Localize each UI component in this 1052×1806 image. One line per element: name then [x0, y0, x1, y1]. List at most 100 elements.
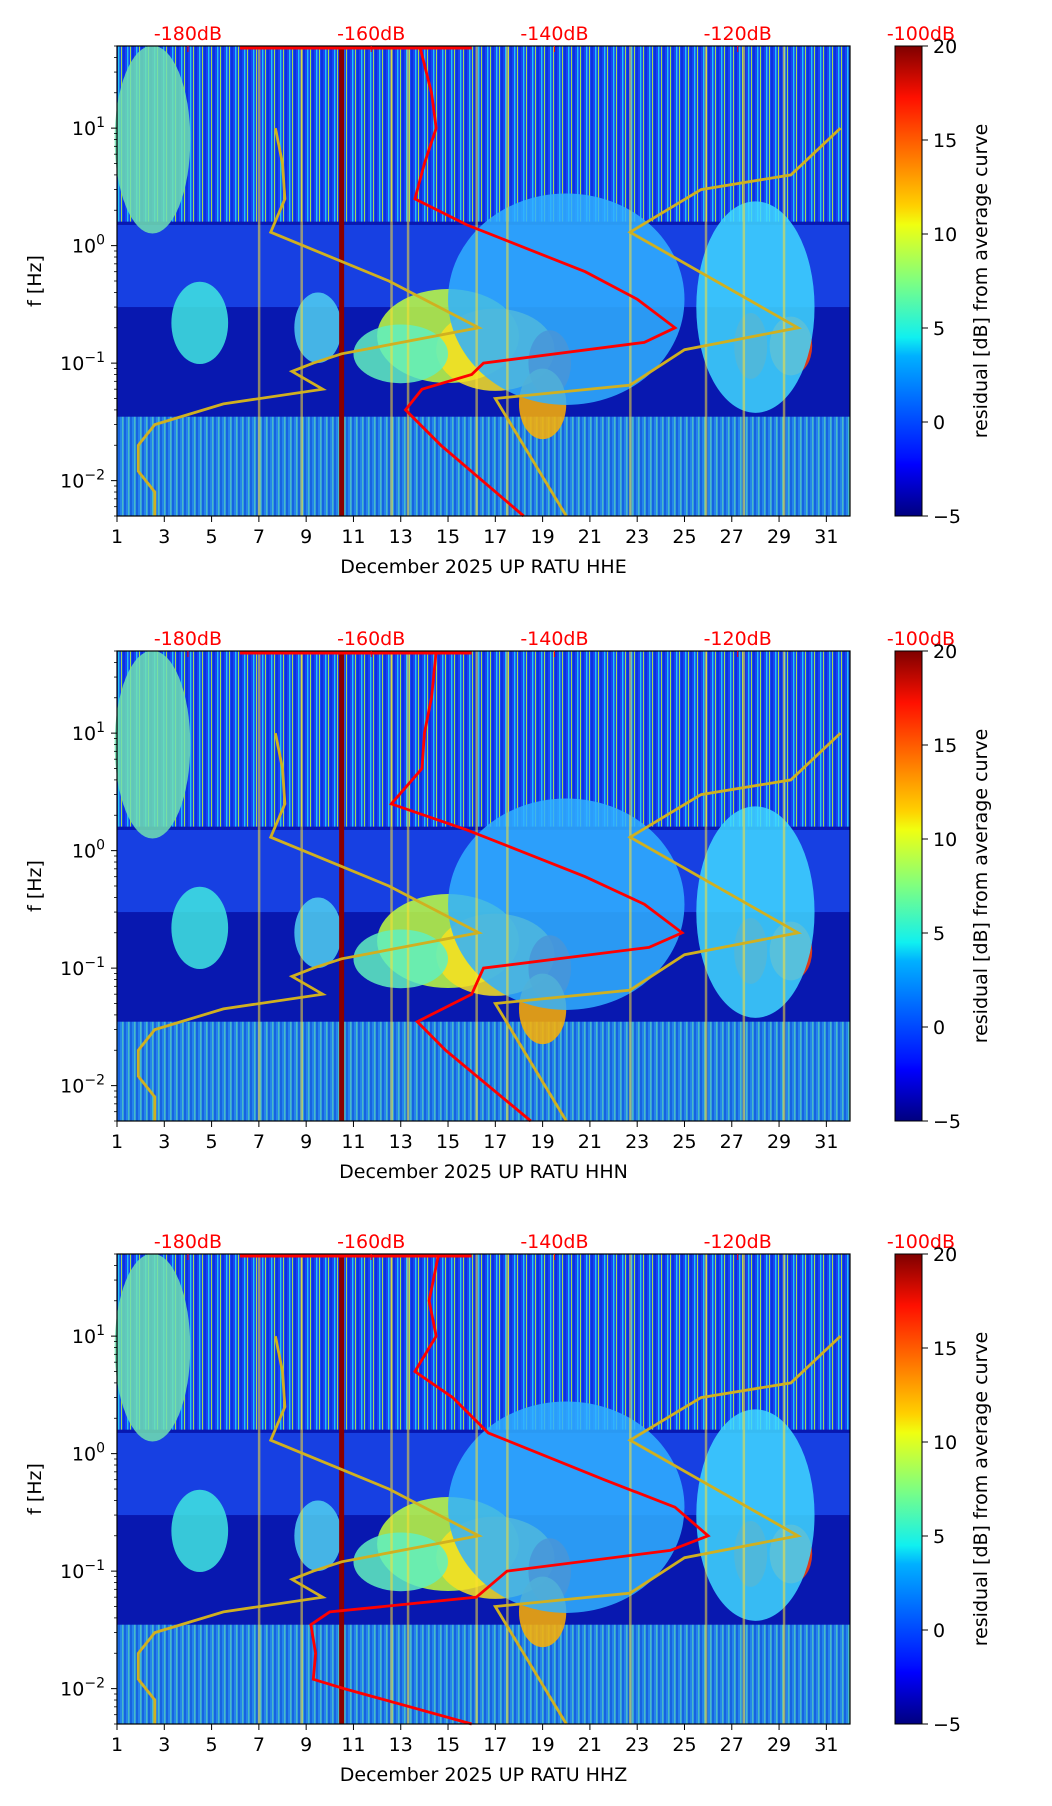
x-tick-label: 21 — [578, 1734, 602, 1756]
heatmap-blob — [696, 1409, 815, 1621]
x-tick-label: 21 — [578, 526, 602, 548]
heatmap-transient-streak — [742, 1254, 746, 1724]
heatmap-blob — [353, 1532, 449, 1592]
x-tick-label: 9 — [300, 1131, 312, 1153]
x-tick-label: 3 — [158, 1734, 170, 1756]
x-tick-label: 1 — [111, 526, 123, 548]
x-tick-label: 29 — [767, 1734, 791, 1756]
nlnm-curve — [136, 732, 484, 1121]
x-tick-label: 25 — [672, 1734, 696, 1756]
x-tick-label: 3 — [158, 1131, 170, 1153]
panel-hhz: 1 3 5 7 9 11 13 15 17 19 21 23 25 27 29 31-180dB -160dB -… — [24, 1231, 992, 1786]
nhnm-curve — [492, 127, 842, 517]
x-tick-label: 19 — [531, 526, 555, 548]
x-tick-label: 5 — [206, 1734, 218, 1756]
x-tick-label: 1 — [111, 1734, 123, 1756]
heatmap-image — [114, 1253, 850, 1724]
heatmap-transient-streak — [475, 651, 478, 1121]
x-tick-label: 11 — [341, 1131, 365, 1153]
y-tick-label: 10−2 — [60, 1676, 105, 1701]
y-axis-label: f [Hz] — [24, 860, 46, 912]
nhnm-curve — [492, 1335, 842, 1725]
heatmap-blob — [353, 324, 449, 384]
heatmap-high-frequency-band — [117, 651, 850, 827]
heatmap-transient-streak — [475, 46, 478, 516]
top-db-label: -180dB — [154, 23, 222, 45]
x-tick-label: 5 — [206, 1131, 218, 1153]
heatmap-transient-streak — [300, 651, 303, 1121]
y-tick-label: 10−2 — [60, 1073, 105, 1098]
x-tick-label: 17 — [483, 1734, 507, 1756]
heatmap-transient-streak — [300, 46, 303, 516]
colorbar-tick-label: 0 — [933, 412, 945, 434]
heatmap-blob — [114, 650, 191, 839]
colorbar-gradient — [894, 1253, 923, 1725]
x-tick-label: 31 — [814, 1734, 838, 1756]
colorbar-tick-label: 10 — [933, 224, 957, 246]
heatmap-transient-streak — [475, 1254, 478, 1724]
x-tick-label: 17 — [483, 1131, 507, 1153]
heatmap-transient-streak — [257, 46, 261, 516]
x-tick-label: 7 — [253, 1131, 265, 1153]
y-axis-label: f [Hz] — [24, 255, 46, 307]
x-tick-label: 25 — [672, 1131, 696, 1153]
x-tick-label: 23 — [625, 1734, 649, 1756]
y-tick-label: 101 — [72, 115, 105, 140]
psd-reference-curve — [388, 650, 685, 1123]
colorbar-tick-label: 20 — [933, 1244, 957, 1266]
heatmap-blob — [114, 1253, 191, 1442]
heatmap-transient-streak — [704, 1254, 708, 1724]
colorbar-tick-label: 20 — [933, 641, 957, 663]
x-tick-label: 11 — [341, 526, 365, 548]
top-db-label: -140dB — [520, 23, 588, 45]
heatmap-transient-streak — [742, 651, 746, 1121]
colorbar-tick-label: 0 — [933, 1017, 945, 1039]
x-axis-label: December 2025 UP RATU HHZ — [340, 1764, 627, 1786]
heatmap-transient-streak — [782, 1254, 786, 1724]
heatmap-blob — [171, 886, 229, 970]
top-db-label: -140dB — [520, 1231, 588, 1253]
vertical-marker-line — [339, 1254, 345, 1724]
colorbar: −5 0 5 10 15 20 residual [dB] from average cur… — [894, 36, 992, 528]
heatmap-low-frequency-band — [117, 1021, 850, 1121]
y-tick-label: 10−1 — [60, 955, 105, 980]
heatmap-blob — [294, 292, 342, 364]
x-tick-label: 1 — [111, 1131, 123, 1153]
colorbar-tick-label: 10 — [933, 829, 957, 851]
x-axis-label: December 2025 UP RATU HHN — [339, 1161, 628, 1183]
heatmap-transient-streak — [782, 46, 786, 516]
heatmap-blob — [294, 897, 342, 969]
y-tick-label: 10−1 — [60, 350, 105, 375]
y-tick-label: 101 — [72, 1323, 105, 1348]
x-tick-label: 31 — [814, 526, 838, 548]
x-tick-label: 27 — [720, 1131, 744, 1153]
top-db-label: -100dB — [887, 628, 955, 650]
vertical-marker-line — [339, 46, 345, 516]
colorbar-tick-label: 15 — [933, 735, 957, 757]
x-tick-label: 31 — [814, 1131, 838, 1153]
heatmap-image — [114, 45, 850, 516]
x-tick-label: 27 — [720, 1734, 744, 1756]
heatmap-blob — [353, 929, 449, 989]
colorbar-gradient — [894, 45, 923, 517]
y-tick-label: 100 — [72, 838, 105, 863]
top-db-label: -120dB — [704, 628, 772, 650]
heatmap-blob — [696, 806, 815, 1018]
heatmap-transient-streak — [629, 651, 632, 1121]
heatmap-high-frequency-band — [117, 1254, 850, 1430]
y-tick-label: 100 — [72, 1441, 105, 1466]
y-tick-label: 100 — [72, 233, 105, 258]
heatmap-low-frequency-band — [117, 416, 850, 516]
colorbar-tick-label: −5 — [933, 1714, 961, 1736]
heatmap-transient-streak — [704, 651, 708, 1121]
colorbar: −5 0 5 10 15 20 residual [dB] from average cur… — [894, 641, 992, 1133]
nhnm-curve — [492, 732, 842, 1122]
y-axis-label: f [Hz] — [24, 1463, 46, 1515]
x-tick-label: 29 — [767, 1131, 791, 1153]
top-db-label: -180dB — [154, 1231, 222, 1253]
top-db-label: -120dB — [704, 23, 772, 45]
x-tick-label: 9 — [300, 526, 312, 548]
x-tick-label: 23 — [625, 1131, 649, 1153]
top-db-label: -160dB — [337, 1231, 405, 1253]
